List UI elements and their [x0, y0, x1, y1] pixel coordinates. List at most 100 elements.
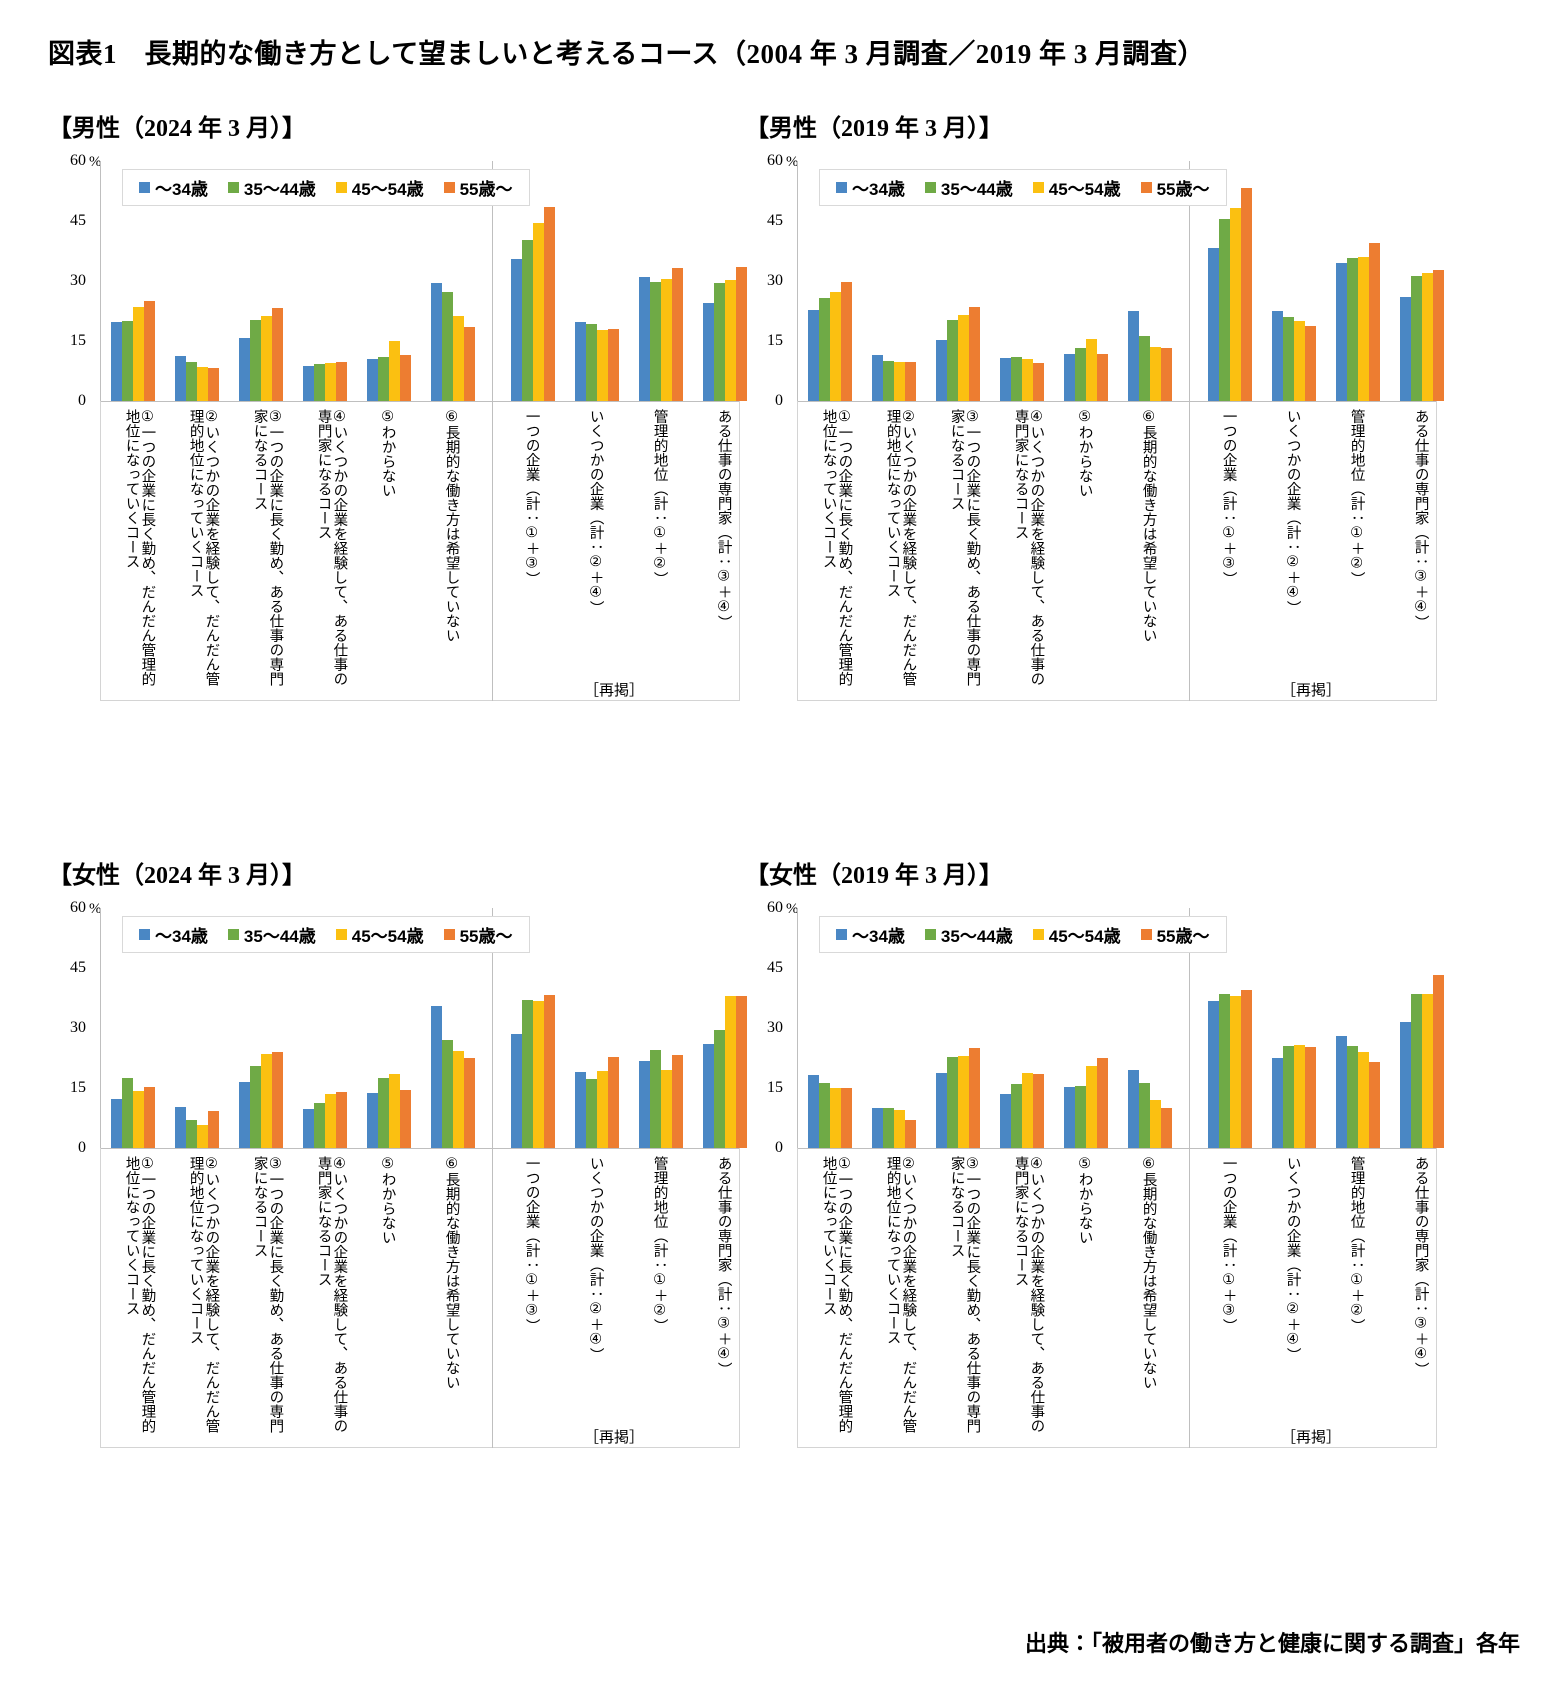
bar	[442, 1040, 453, 1148]
bar-group	[808, 161, 852, 401]
bar	[325, 1094, 336, 1148]
bar	[808, 309, 819, 401]
x-axis-category-label: ⑥長期的な働き方は希望していない	[443, 409, 460, 643]
y-axis-tick: 60	[767, 899, 783, 916]
y-axis-tick: 15	[767, 1079, 783, 1096]
x-axis-category-label: ①一つの企業に長く勤め、だんだん管理的地位になっていくコース	[123, 1156, 156, 1433]
x-axis-category-label: 管理的地位（計：①＋②）	[651, 1156, 668, 1333]
bar-group	[1000, 908, 1044, 1148]
legend-swatch-icon	[335, 929, 347, 940]
bar-group	[1400, 161, 1444, 401]
legend-item[interactable]: 45～54歳	[1032, 922, 1121, 947]
y-axis-tick: 30	[767, 1019, 783, 1036]
bar	[736, 267, 747, 401]
bar	[389, 341, 400, 401]
bar	[872, 1108, 883, 1148]
x-axis-category-label: ②いくつかの企業を経験して、だんだん管理的地位になっていくコース	[884, 409, 917, 686]
bar	[303, 1108, 314, 1148]
source-note: 出典：「被用者の働き方と健康に関する調査」各年	[1024, 1631, 1520, 1656]
bar	[208, 368, 219, 401]
legend-item[interactable]: 35～44歳	[227, 175, 316, 200]
legend-item[interactable]: 55歳～	[1140, 175, 1210, 200]
legend-item[interactable]: ～34歳	[836, 922, 905, 947]
bar	[1422, 273, 1433, 401]
bar	[389, 1073, 400, 1148]
bar	[1022, 359, 1033, 401]
bar	[314, 363, 325, 401]
bar	[608, 1056, 619, 1148]
bar	[431, 282, 442, 401]
legend-item[interactable]: ～34歳	[836, 175, 905, 200]
y-axis-tick: 0	[775, 392, 783, 409]
recap-divider	[492, 908, 493, 1448]
bar	[378, 357, 389, 401]
x-axis-category-label: ①一つの企業に長く勤め、だんだん管理的地位になっていくコース	[820, 409, 853, 686]
bar	[511, 1033, 522, 1148]
legend-item[interactable]: ～34歳	[139, 175, 208, 200]
bar	[1400, 1022, 1411, 1148]
legend-swatch-icon	[1032, 182, 1044, 193]
bar	[1011, 1084, 1022, 1148]
x-axis-category-label: ③一つの企業に長く勤め、ある仕事の専門家になるコース	[251, 1156, 284, 1433]
legend-swatch-icon	[924, 182, 936, 193]
y-axis-tick: 15	[70, 1079, 86, 1096]
y-axis-unit: %	[786, 154, 799, 170]
bar	[1150, 347, 1161, 401]
bar	[144, 300, 155, 401]
bar	[1294, 1044, 1305, 1148]
bar-group	[808, 908, 852, 1148]
bar-group	[1128, 908, 1172, 1148]
bar	[703, 303, 714, 401]
bar	[197, 367, 208, 401]
y-axis-tick: 0	[78, 1139, 86, 1156]
bar	[1241, 187, 1252, 401]
bar	[442, 292, 453, 401]
x-axis-category-label: ①一つの企業に長く勤め、だんだん管理的地位になっていくコース	[123, 409, 156, 686]
y-axis-unit: %	[89, 154, 102, 170]
x-axis-category-label: いくつかの企業（計：②＋④）	[587, 1156, 604, 1362]
bar	[1272, 311, 1283, 401]
bar	[544, 207, 555, 401]
legend-item[interactable]: 35～44歳	[924, 175, 1013, 200]
bar	[522, 1000, 533, 1148]
y-axis-unit: %	[89, 901, 102, 917]
legend-item[interactable]: 55歳～	[1140, 922, 1210, 947]
legend-item[interactable]: ～34歳	[139, 922, 208, 947]
y-axis-tick: 30	[767, 272, 783, 289]
bar	[905, 1120, 916, 1148]
x-axis-category-label: ②いくつかの企業を経験して、だんだん管理的地位になっていくコース	[884, 1156, 917, 1433]
panel-title: 【女性（2019 年 3 月）】	[745, 863, 1003, 889]
bar	[511, 259, 522, 401]
legend-swatch-icon	[227, 182, 239, 193]
bar	[969, 1048, 980, 1148]
bar	[1411, 994, 1422, 1148]
bar	[1422, 994, 1433, 1148]
legend-label: 35～44歳	[940, 927, 1013, 946]
bar-group	[1128, 161, 1172, 401]
x-axis-category-label: ④いくつかの企業を経験して、ある仕事の専門家になるコース	[315, 409, 348, 686]
bar-group	[872, 161, 916, 401]
x-axis-category-label: ④いくつかの企業を経験して、ある仕事の専門家になるコース	[315, 1156, 348, 1433]
bar	[1219, 219, 1230, 401]
bar	[1369, 243, 1380, 401]
x-axis-category-label: ④いくつかの企業を経験して、ある仕事の専門家になるコース	[1012, 1156, 1045, 1433]
bar-group	[1336, 908, 1380, 1148]
x-axis-category-label: 管理的地位（計：①＋②）	[651, 409, 668, 586]
bar-group	[1208, 161, 1252, 401]
bar	[714, 283, 725, 401]
legend-item[interactable]: 45～54歳	[335, 922, 424, 947]
bar	[1033, 362, 1044, 401]
legend-item[interactable]: 35～44歳	[924, 922, 1013, 947]
x-axis-category-label: ⑥長期的な働き方は希望していない	[1140, 1156, 1157, 1390]
panel-title: 【女性（2024 年 3 月）】	[48, 863, 306, 889]
bar	[400, 1090, 411, 1148]
legend-item[interactable]: 55歳～	[443, 922, 513, 947]
legend-label: 45～54歳	[1048, 927, 1121, 946]
legend-item[interactable]: 35～44歳	[227, 922, 316, 947]
legend-swatch-icon	[836, 182, 847, 193]
bar	[186, 361, 197, 401]
legend-item[interactable]: 45～54歳	[1032, 175, 1121, 200]
bar	[111, 1099, 122, 1148]
legend-item[interactable]: 55歳～	[443, 175, 513, 200]
legend-item[interactable]: 45～54歳	[335, 175, 424, 200]
